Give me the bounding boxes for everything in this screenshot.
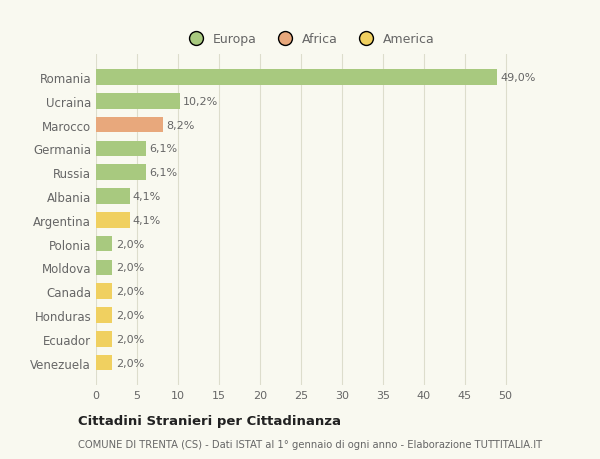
Text: 49,0%: 49,0% bbox=[501, 73, 536, 83]
Text: 2,0%: 2,0% bbox=[116, 239, 144, 249]
Text: 6,1%: 6,1% bbox=[149, 144, 178, 154]
Text: 2,0%: 2,0% bbox=[116, 310, 144, 320]
Bar bbox=[96, 70, 497, 85]
Legend: Europa, Africa, America: Europa, Africa, America bbox=[178, 28, 440, 51]
Bar bbox=[96, 284, 112, 299]
Text: 6,1%: 6,1% bbox=[149, 168, 178, 178]
Bar bbox=[96, 355, 112, 370]
Text: 8,2%: 8,2% bbox=[166, 120, 195, 130]
Text: 4,1%: 4,1% bbox=[133, 215, 161, 225]
Bar bbox=[96, 165, 146, 180]
Bar bbox=[96, 236, 112, 252]
Bar bbox=[96, 331, 112, 347]
Text: 2,0%: 2,0% bbox=[116, 358, 144, 368]
Text: 2,0%: 2,0% bbox=[116, 286, 144, 297]
Bar bbox=[96, 141, 146, 157]
Text: 2,0%: 2,0% bbox=[116, 334, 144, 344]
Bar bbox=[96, 260, 112, 275]
Bar bbox=[96, 189, 130, 204]
Bar bbox=[96, 118, 163, 133]
Text: 2,0%: 2,0% bbox=[116, 263, 144, 273]
Text: COMUNE DI TRENTA (CS) - Dati ISTAT al 1° gennaio di ogni anno - Elaborazione TUT: COMUNE DI TRENTA (CS) - Dati ISTAT al 1°… bbox=[78, 440, 542, 449]
Text: 4,1%: 4,1% bbox=[133, 191, 161, 202]
Bar bbox=[96, 213, 130, 228]
Bar bbox=[96, 308, 112, 323]
Text: 10,2%: 10,2% bbox=[183, 96, 218, 106]
Text: Cittadini Stranieri per Cittadinanza: Cittadini Stranieri per Cittadinanza bbox=[78, 414, 341, 428]
Bar bbox=[96, 94, 179, 109]
